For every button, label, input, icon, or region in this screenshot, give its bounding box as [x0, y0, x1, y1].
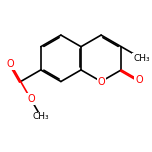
Text: CH₃: CH₃ — [133, 54, 150, 63]
Text: O: O — [7, 59, 14, 69]
Text: O: O — [135, 75, 143, 85]
Text: O: O — [27, 94, 35, 104]
Text: CH₃: CH₃ — [33, 112, 49, 121]
Text: O: O — [97, 76, 105, 86]
